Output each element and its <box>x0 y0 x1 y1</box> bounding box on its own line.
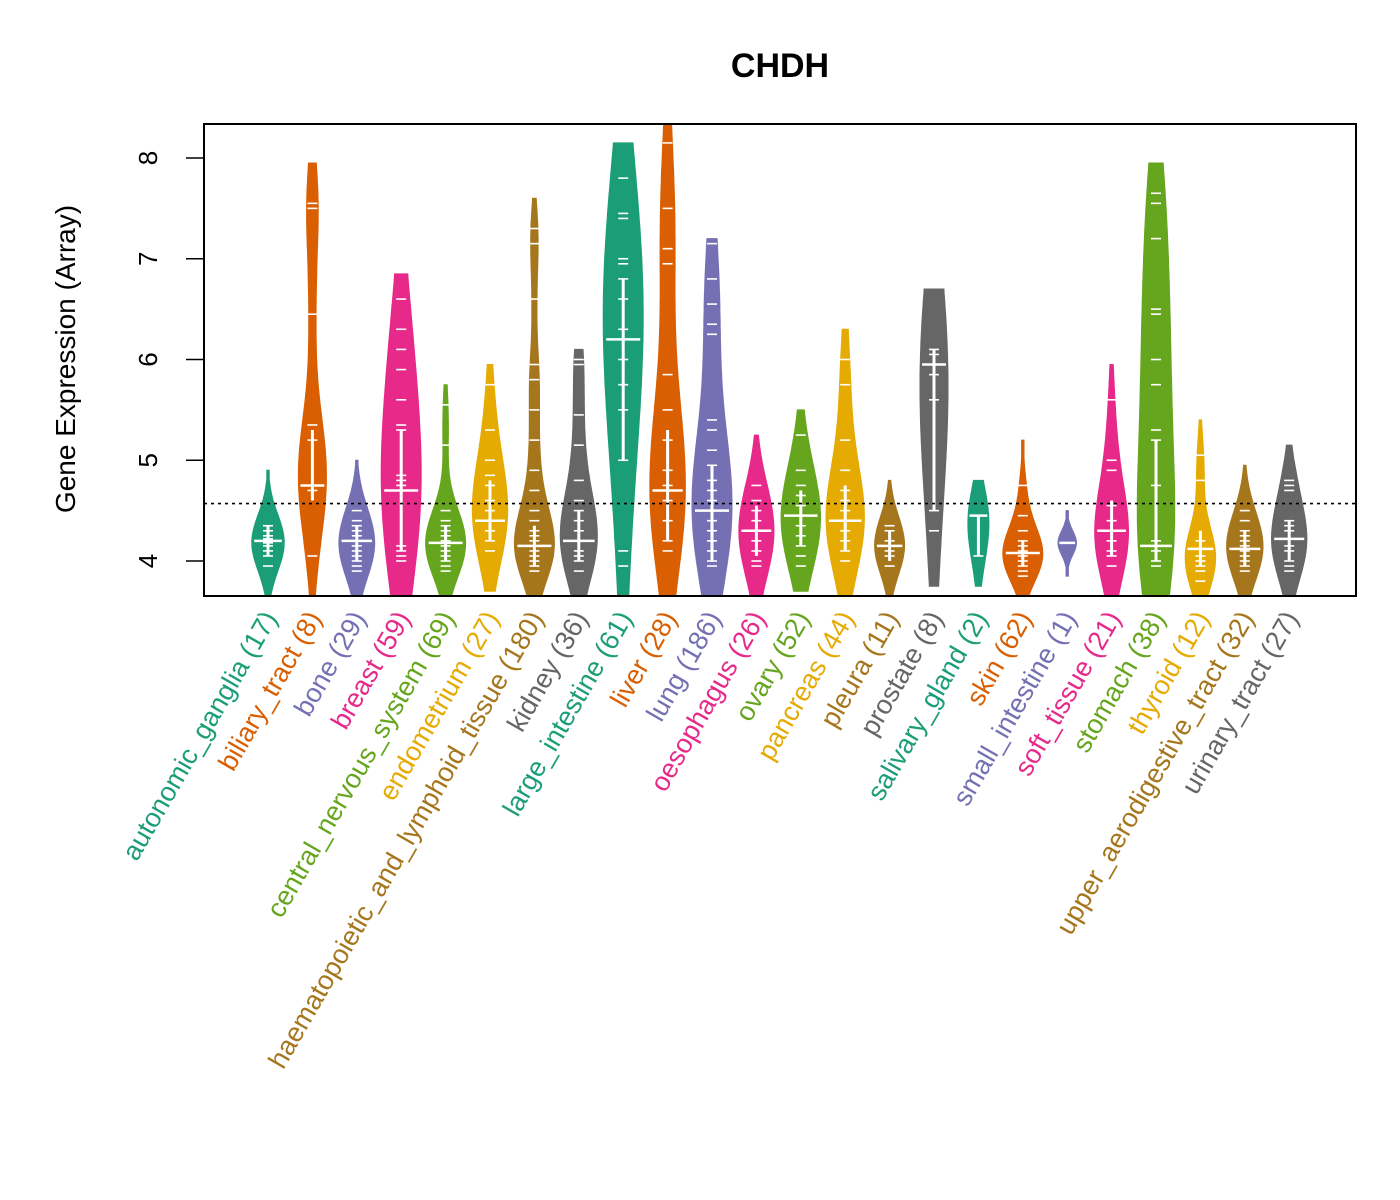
violin-lung <box>691 238 733 597</box>
y-tick-label: 5 <box>133 453 163 467</box>
violin-prostate <box>919 288 949 587</box>
violin-soft_tissue <box>1094 364 1129 597</box>
violin-skin <box>1002 439 1044 597</box>
violin-thyroid <box>1184 419 1217 597</box>
violin-upper_aerodigestive_tract <box>1226 464 1264 597</box>
violin-small_intestine <box>1057 510 1077 577</box>
y-tick-label: 6 <box>133 352 163 366</box>
violin-kidney <box>559 348 598 597</box>
plot-frame <box>203 123 1357 597</box>
violin-haematopoietic_and_lymphoid_tissue <box>513 197 555 597</box>
y-tick-label: 4 <box>133 554 163 568</box>
y-axis-label: Gene Expression (Array) <box>50 205 81 513</box>
violin-central_nervous_system <box>425 384 467 597</box>
violin-biliary_tract <box>297 162 327 597</box>
violin-oesophagus <box>738 247 775 597</box>
y-axis: 4 5 6 7 8 <box>133 151 205 568</box>
violin-endometrium <box>471 364 509 592</box>
x-axis-labels: autonomic_ganglia (17)biliary_tract (8)b… <box>116 606 1304 1073</box>
violin-ovary <box>780 252 821 592</box>
violin-bone <box>338 459 376 597</box>
violin-breast <box>380 273 422 597</box>
y-tick-label: 7 <box>133 252 163 266</box>
chart-title: CHDH <box>731 47 829 85</box>
violin-urinary_tract <box>1271 444 1308 597</box>
violin-stomach <box>1136 162 1176 597</box>
violin-salivary_gland <box>967 479 990 587</box>
violin-pleura <box>874 479 906 597</box>
violin-large_intestine <box>602 142 644 597</box>
violin-liver <box>649 123 686 597</box>
violins-layer <box>251 123 1308 597</box>
violin-pancreas <box>825 227 865 597</box>
violin-autonomic_ganglia <box>251 469 285 597</box>
y-tick-label: 8 <box>133 151 163 165</box>
